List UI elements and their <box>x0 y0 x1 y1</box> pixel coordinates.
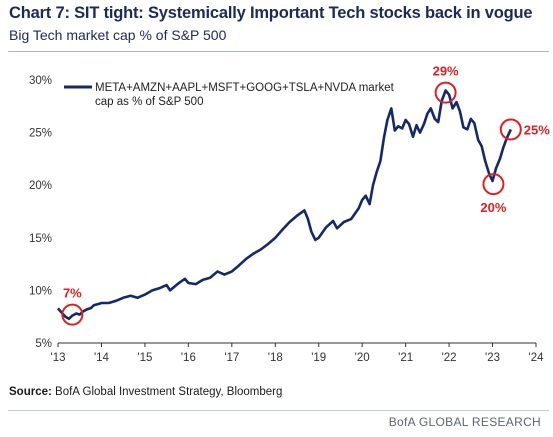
annotation-circle <box>61 303 84 326</box>
legend-label-line2: cap as % of S&P 500 <box>95 96 203 108</box>
x-tick-label: '19 <box>311 352 326 364</box>
x-tick-label: '17 <box>224 352 239 364</box>
chart-subtitle: Big Tech market cap % of S&P 500 <box>9 27 227 43</box>
source-label: Source: <box>9 386 52 398</box>
annotation-label: 25% <box>524 122 550 137</box>
annotation-label: 7% <box>63 286 82 301</box>
x-tick-label: '13 <box>51 352 66 364</box>
annotation-circle <box>434 81 457 104</box>
source-note: Source: BofA Global Investment Strategy,… <box>9 386 282 398</box>
legend-label-line1: META+AMZN+AAPL+MSFT+GOOG+TSLA+NVDA marke… <box>95 82 395 94</box>
y-tick-label: 5% <box>35 338 52 350</box>
y-tick-label: 10% <box>29 285 52 297</box>
x-tick-label: '22 <box>442 352 457 364</box>
x-tick-label: '15 <box>137 352 152 364</box>
annotation-circle <box>482 173 505 196</box>
x-tick-label: '14 <box>94 352 110 364</box>
source-text: BofA Global Investment Strategy, Bloombe… <box>55 386 283 398</box>
x-tick-label: '18 <box>268 352 283 364</box>
series-line <box>57 89 512 321</box>
y-tick-label: 30% <box>29 75 52 87</box>
annotation-label: 20% <box>480 200 506 215</box>
x-tick-label: '21 <box>398 352 413 364</box>
x-tick-label: '16 <box>181 352 196 364</box>
brand-label: BofA GLOBAL RESEARCH <box>388 415 541 429</box>
header-divider <box>8 51 549 52</box>
annotation-circle <box>499 118 522 141</box>
y-tick-label: 15% <box>29 233 52 245</box>
footer-divider <box>8 410 549 411</box>
x-tick-label: '23 <box>485 352 500 364</box>
y-tick-label: 20% <box>29 180 52 192</box>
x-tick-label: '24 <box>529 352 545 364</box>
chart-title: Chart 7: SIT tight: Systemically Importa… <box>9 4 533 22</box>
y-tick-label: 25% <box>29 128 52 140</box>
x-tick-label: '20 <box>355 352 370 364</box>
annotation-label: 29% <box>433 64 459 79</box>
